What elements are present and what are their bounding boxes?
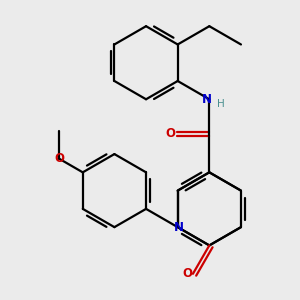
Text: N: N	[174, 220, 184, 234]
Text: O: O	[182, 267, 192, 280]
Text: O: O	[165, 127, 176, 140]
Text: H: H	[217, 99, 225, 109]
Text: O: O	[54, 152, 64, 165]
Text: N: N	[202, 93, 212, 106]
